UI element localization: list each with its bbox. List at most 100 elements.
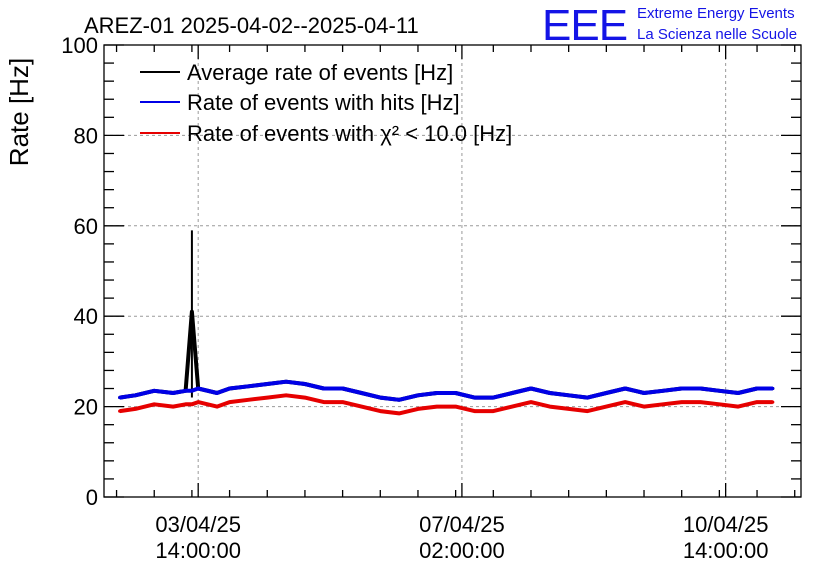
- data-point-chi2: [397, 411, 401, 415]
- data-point-hits: [265, 382, 269, 386]
- data-point-hits: [642, 391, 646, 395]
- data-point-chi2: [755, 400, 759, 404]
- data-point-hits: [736, 391, 740, 395]
- y-tick-labels: 0 20 40 60 80 100: [61, 33, 98, 510]
- data-point-chi2: [133, 407, 137, 411]
- data-point-chi2: [736, 405, 740, 409]
- data-point-chi2: [454, 405, 458, 409]
- data-point-hits: [529, 386, 533, 391]
- data-point-chi2: [265, 395, 269, 400]
- data-point-hits: [491, 395, 495, 400]
- legend-label-chi2: Rate of events with χ² < 10.0 [Hz]: [187, 121, 512, 146]
- series-layer: [118, 230, 775, 416]
- x-tick-time: 14:00:00: [155, 538, 241, 563]
- series-hits-line: [119, 379, 773, 402]
- chart-title: AREZ-01 2025-04-02--2025-04-11: [84, 13, 419, 38]
- data-point-chi2: [184, 402, 188, 406]
- data-point-chi2: [359, 405, 364, 409]
- eee-logo-text: EEE: [542, 1, 627, 50]
- data-point-hits: [604, 391, 608, 395]
- x-tick-labels: 03/04/2514:00:0007/04/2502:00:0010/04/25…: [155, 512, 768, 563]
- y-tick-label: 60: [74, 214, 98, 239]
- x-tick-date: 03/04/25: [155, 512, 241, 537]
- data-point-chi2: [642, 405, 646, 409]
- data-point-chi2: [510, 405, 514, 409]
- data-point-chi2: [341, 400, 345, 404]
- data-point-hits: [416, 393, 420, 397]
- data-point-chi2: [284, 393, 288, 397]
- x-tick-time: 02:00:00: [419, 538, 505, 563]
- eee-logo-line1: Extreme Energy Events: [637, 5, 795, 22]
- data-point-hits: [698, 386, 703, 391]
- data-point-chi2: [661, 402, 665, 406]
- data-point-hits: [184, 389, 188, 393]
- axis-ticks: [104, 44, 801, 498]
- data-point-hits: [341, 386, 345, 391]
- data-point-hits: [397, 398, 401, 402]
- y-tick-label: 20: [74, 395, 98, 420]
- data-point-chi2: [215, 405, 219, 409]
- data-point-hits: [755, 386, 759, 391]
- legend-label-average: Average rate of events [Hz]: [187, 60, 453, 85]
- data-point-chi2: [472, 409, 477, 413]
- data-point-chi2: [435, 405, 439, 409]
- data-point-hits: [359, 391, 364, 395]
- legend: Average rate of events [Hz] Rate of even…: [140, 60, 512, 146]
- data-point-chi2: [118, 409, 122, 413]
- series-chi2-line: [119, 393, 773, 416]
- data-point-chi2: [303, 395, 307, 400]
- eee-logo-line2: La Scienza nelle Scuole: [637, 26, 797, 43]
- series-average-line: [119, 309, 773, 402]
- data-point-hits: [378, 395, 382, 400]
- data-point-chi2: [378, 409, 382, 413]
- y-tick-label: 100: [61, 33, 98, 58]
- data-point-chi2: [491, 409, 495, 413]
- x-tick-date: 10/04/25: [683, 512, 769, 537]
- x-tick-date: 07/04/25: [419, 512, 505, 537]
- data-point-hits: [322, 386, 326, 391]
- data-point-hits: [284, 380, 288, 384]
- data-point-hits: [215, 391, 219, 395]
- data-point-hits: [717, 389, 721, 393]
- data-point-chi2: [416, 407, 420, 411]
- legend-label-hits: Rate of events with hits [Hz]: [187, 90, 460, 115]
- data-point-chi2: [529, 400, 533, 404]
- data-point-hits: [118, 395, 122, 400]
- data-point-hits: [190, 389, 194, 393]
- data-point-chi2: [771, 400, 775, 404]
- data-point-chi2: [698, 400, 703, 404]
- data-point-chi2: [227, 400, 232, 404]
- data-point-hits: [585, 395, 590, 400]
- data-point-hits: [152, 389, 156, 393]
- data-point-hits: [246, 384, 251, 388]
- data-point-hits: [133, 393, 137, 397]
- data-point-chi2: [190, 402, 194, 406]
- data-point-hits: [454, 391, 458, 395]
- data-point-chi2: [246, 398, 251, 402]
- data-point-chi2: [171, 405, 175, 409]
- data-point-hits: [472, 395, 477, 400]
- eee-logo: EEE Extreme Energy Events La Scienza nel…: [542, 1, 797, 50]
- data-point-hits: [771, 386, 775, 391]
- data-point-hits: [435, 391, 439, 395]
- plot-frame: [103, 44, 802, 498]
- data-point-hits: [196, 386, 200, 391]
- y-tick-label: 80: [74, 123, 98, 148]
- data-point-hits: [510, 391, 514, 395]
- data-point-chi2: [680, 400, 684, 404]
- data-point-chi2: [585, 409, 590, 413]
- data-point-chi2: [717, 402, 721, 406]
- data-point-chi2: [152, 402, 156, 406]
- data-point-hits: [227, 386, 232, 391]
- data-point-hits: [567, 393, 571, 397]
- data-point-chi2: [567, 407, 571, 411]
- y-axis-label: Rate [Hz]: [4, 58, 34, 166]
- y-tick-label: 0: [86, 485, 98, 510]
- data-point-hits: [661, 389, 665, 393]
- data-point-chi2: [623, 400, 627, 404]
- x-tick-time: 14:00:00: [683, 538, 769, 563]
- data-point-hits: [548, 391, 552, 395]
- data-point-chi2: [196, 400, 200, 404]
- data-point-hits: [171, 391, 175, 395]
- data-point-chi2: [604, 405, 608, 409]
